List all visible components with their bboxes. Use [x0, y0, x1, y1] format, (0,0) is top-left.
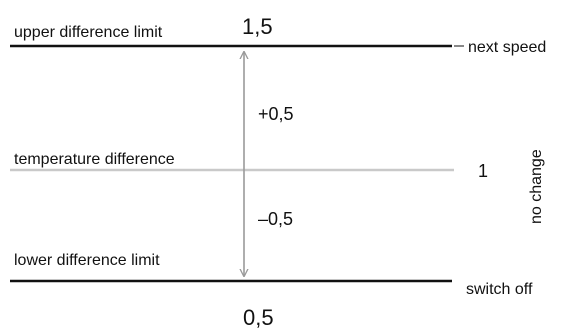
- temperature-difference-value: 1: [478, 161, 488, 181]
- no-change-label: no change: [528, 149, 545, 224]
- plus-offset-label: +0,5: [258, 104, 294, 124]
- switch-off-label: switch off: [466, 281, 533, 298]
- lower-limit-value: 0,5: [243, 305, 274, 330]
- minus-offset-label: –0,5: [258, 209, 293, 229]
- temperature-difference-label: temperature difference: [14, 151, 175, 168]
- lower-limit-label: lower difference limit: [14, 252, 160, 269]
- upper-limit-value: 1,5: [242, 14, 273, 39]
- upper-limit-label: upper difference limit: [14, 24, 163, 41]
- next-speed-label: next speed: [468, 39, 546, 56]
